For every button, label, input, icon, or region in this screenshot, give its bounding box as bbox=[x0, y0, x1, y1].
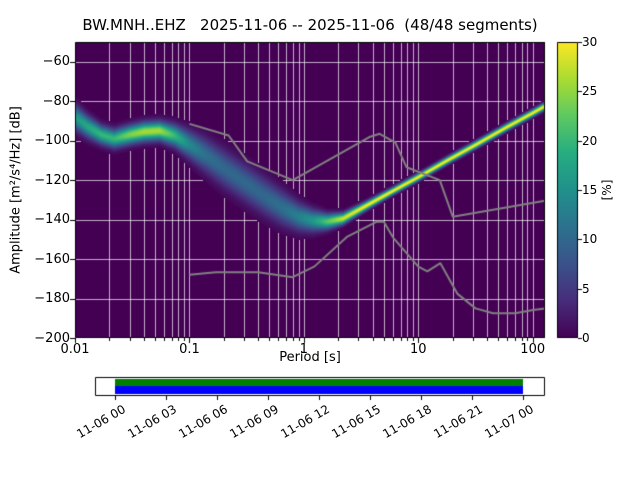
y-tick-label: −80 bbox=[42, 93, 70, 109]
y-tick-label: −60 bbox=[42, 54, 70, 70]
y-axis-label: Amplitude [m²/s⁴/Hz] [dB] bbox=[8, 106, 24, 274]
colorbar-tick-label: 30 bbox=[582, 35, 598, 49]
plot-title: BW.MNH..EHZ 2025-11-06 -- 2025-11-06 (48… bbox=[82, 16, 538, 34]
colorbar-tick-label: 0 bbox=[582, 331, 590, 345]
colorbar-tick-label: 15 bbox=[582, 183, 598, 197]
x-tick-label: 100 bbox=[520, 342, 546, 357]
x-tick-label: 0.01 bbox=[60, 342, 90, 357]
colorbar-tick-label: 10 bbox=[582, 232, 598, 247]
y-tick-label: −160 bbox=[34, 251, 70, 267]
y-tick-label: −180 bbox=[34, 291, 70, 307]
x-tick-label: 0.1 bbox=[179, 342, 200, 357]
y-tick-label: −200 bbox=[34, 330, 70, 346]
x-tick-label: 10 bbox=[410, 342, 427, 357]
colorbar-label: [%] bbox=[600, 179, 614, 201]
x-axis-label: Period [s] bbox=[279, 350, 341, 365]
colorbar-tick-label: 20 bbox=[582, 133, 598, 148]
colorbar-tick-label: 25 bbox=[582, 84, 598, 99]
y-tick-label: −100 bbox=[34, 133, 70, 149]
y-tick-label: −140 bbox=[34, 212, 70, 228]
x-tick-label: 1 bbox=[299, 342, 308, 357]
colorbar-tick-label: 5 bbox=[582, 281, 590, 296]
y-tick-label: −120 bbox=[34, 172, 70, 188]
